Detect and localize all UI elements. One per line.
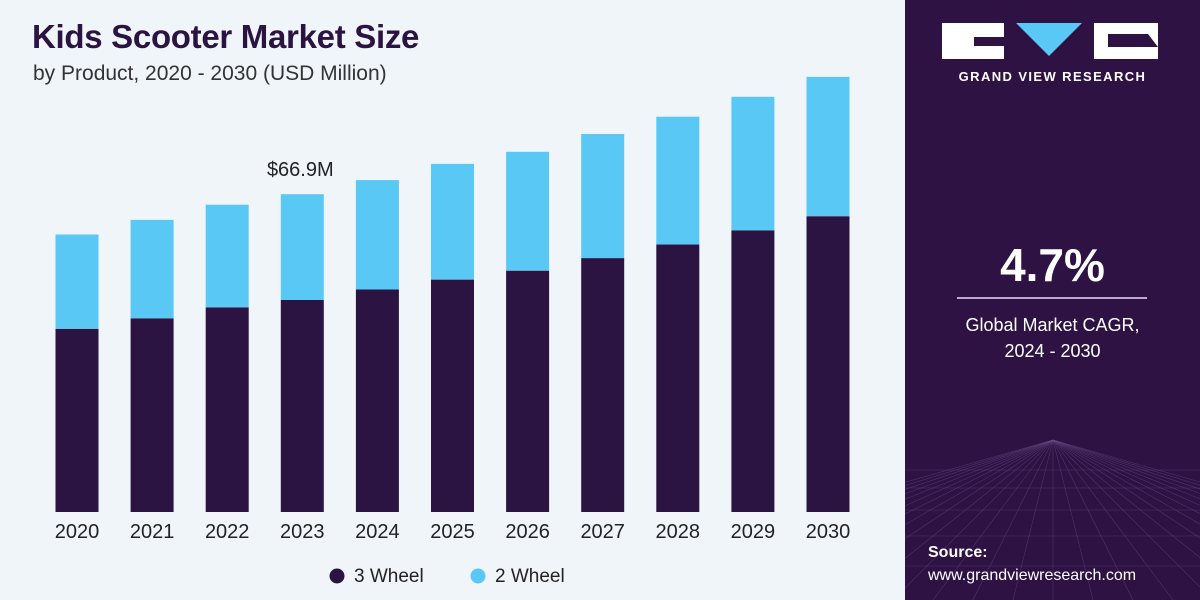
grid-line [1052,439,1134,600]
bar-2-wheel-2020 [55,234,99,329]
grid-line [1052,439,1200,514]
x-tick-label: 2025 [430,521,475,543]
grid-line [1052,439,1200,525]
grid-line [932,439,1054,600]
bar-3-wheel-2025 [431,279,474,512]
bar-3-wheel-2020 [55,328,99,512]
grid-line [905,439,1054,507]
chart-area: Kids Scooter Market Size by Product, 202… [0,0,905,600]
x-tick-label: 2030 [806,521,851,543]
grid-line [1052,439,1200,539]
grid-line [905,439,1054,490]
x-tick-label: 2022 [205,521,250,543]
grid-line [905,439,1054,483]
bar-3-wheel-2029 [731,230,775,513]
x-tick-label: 2029 [731,521,776,543]
legend-label-3-wheel: 3 Wheel [354,566,424,587]
bar-3-wheel-2021 [130,318,174,512]
grid-line [1052,439,1200,494]
grid-line [1052,439,1200,486]
grid-line [1052,439,1200,490]
stacked-bar-chart: 2020 2021 2022 2023 2024 2025 2026 2027 2028 2029… [55,76,851,587]
brand-name: GRAND VIEW RESEARCH [958,69,1147,84]
bar-2-wheel-2028 [656,116,700,245]
bar-2-wheel-2022 [205,204,249,308]
bar-2-wheel-2024 [355,180,399,290]
grid-line [1052,439,1200,500]
cagr-label-line2: 2024 - 2030 [1004,341,1101,361]
legend-marker-2-wheel [470,568,486,584]
grid-line [905,439,1054,500]
grid-line [905,439,1054,589]
info-panel: GRAND VIEW RESEARCH 4.7% Global Market C… [905,0,1200,600]
grid-line [1052,439,1200,506]
legend-label-2-wheel: 2 Wheel [495,566,565,587]
grid-line [1012,439,1054,600]
x-tick-label: 2021 [130,521,175,543]
bar-3-wheel-2030 [806,216,850,512]
legend-marker-3-wheel [329,568,345,584]
source-label: Source: [928,544,988,561]
grid-line [1052,439,1094,600]
x-tick-label: 2027 [580,521,625,543]
x-tick-label: 2028 [656,521,701,543]
bar-3-wheel-2027 [581,258,625,512]
grid-line [972,439,1054,600]
grid-line [905,439,1054,559]
bar-2-wheel-2026 [506,151,550,271]
chart-subtitle: by Product, 2020 - 2030 (USD Million) [33,62,387,85]
grid-line [1052,439,1200,483]
bar-2-wheel-2029 [731,96,775,231]
bar-3-wheel-2028 [656,244,700,512]
bar-2-wheel-2027 [581,134,625,259]
bar-2-wheel-2021 [130,219,174,319]
source-url: www.grandviewresearch.com [928,567,1137,584]
x-tick-label: 2024 [355,521,400,543]
chart-title: Kids Scooter Market Size [32,18,420,55]
decorative-grid-background [905,439,1200,600]
gvr-logo-icon [942,23,1158,59]
x-tick-label: 2020 [55,521,100,543]
bar-3-wheel-2023 [280,300,324,512]
grid-line [1052,439,1200,558]
grid-line [905,439,1054,540]
cagr-label: Global Market CAGR, 2024 - 2030 [905,312,1200,364]
bar-2-wheel-2030 [806,76,850,217]
cagr-value: 4.7% [1000,239,1105,291]
bar-3-wheel-2022 [205,307,249,512]
divider [957,297,1147,299]
grid-line [905,439,1054,495]
grid-line [905,439,1054,486]
grid-line [1052,439,1174,600]
bar-3-wheel-2026 [506,270,550,512]
grid-line [905,439,1054,525]
grid-line [905,439,1054,515]
cagr-label-line1: Global Market CAGR, [965,315,1140,335]
data-label-2023: $66.9M [267,159,334,181]
x-tick-label: 2023 [280,521,325,543]
bar-3-wheel-2024 [355,289,399,512]
x-tick-label: 2026 [505,521,550,543]
bar-2-wheel-2023 [280,194,324,300]
bar-2-wheel-2025 [431,163,474,280]
grid-line [1052,439,1200,588]
